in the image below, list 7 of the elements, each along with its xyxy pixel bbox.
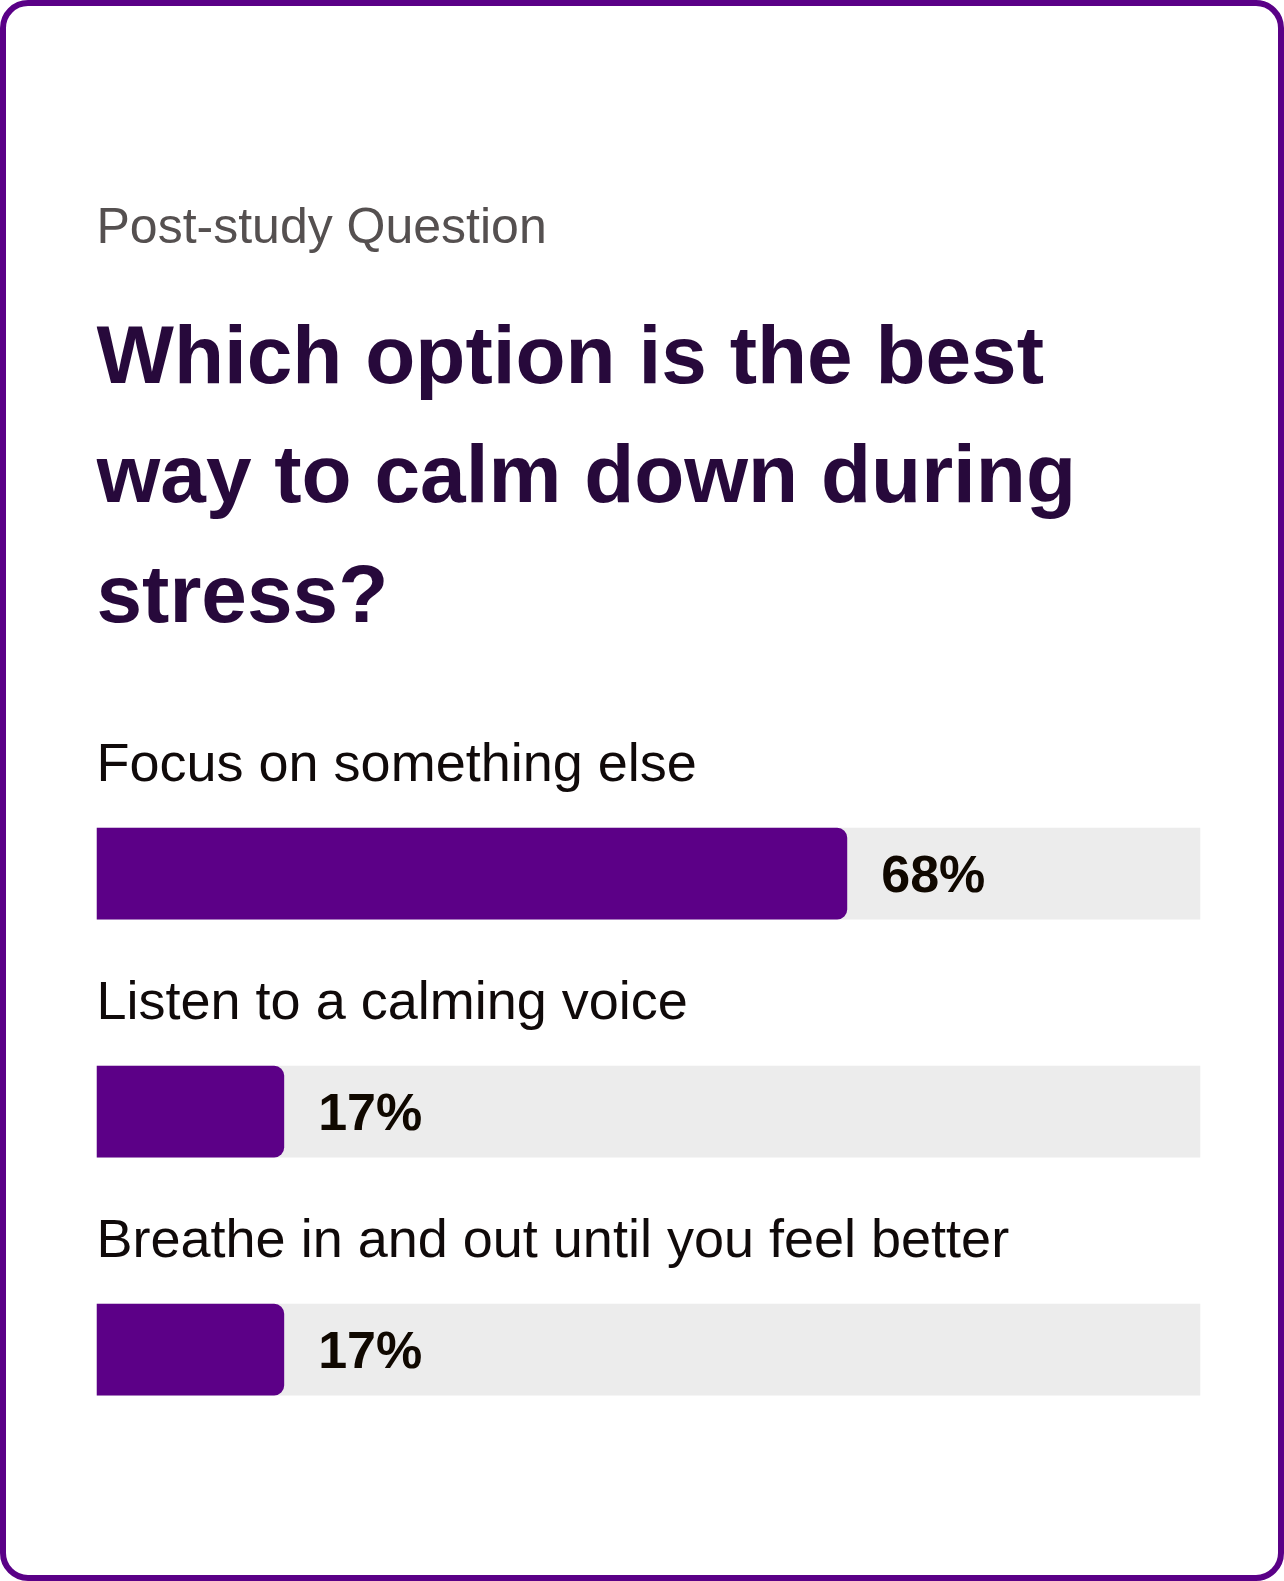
y-tick-label: Focus on something else [96, 732, 697, 793]
data-label: 17% [318, 1082, 423, 1141]
chart-subtitle: Post-study Question [96, 198, 547, 255]
data-label: 68% [881, 844, 986, 903]
data-label: 17% [318, 1320, 423, 1379]
y-tick-label: Listen to a calming voice [96, 970, 688, 1031]
y-tick-label: Breathe in and out until you feel better [96, 1208, 1010, 1269]
